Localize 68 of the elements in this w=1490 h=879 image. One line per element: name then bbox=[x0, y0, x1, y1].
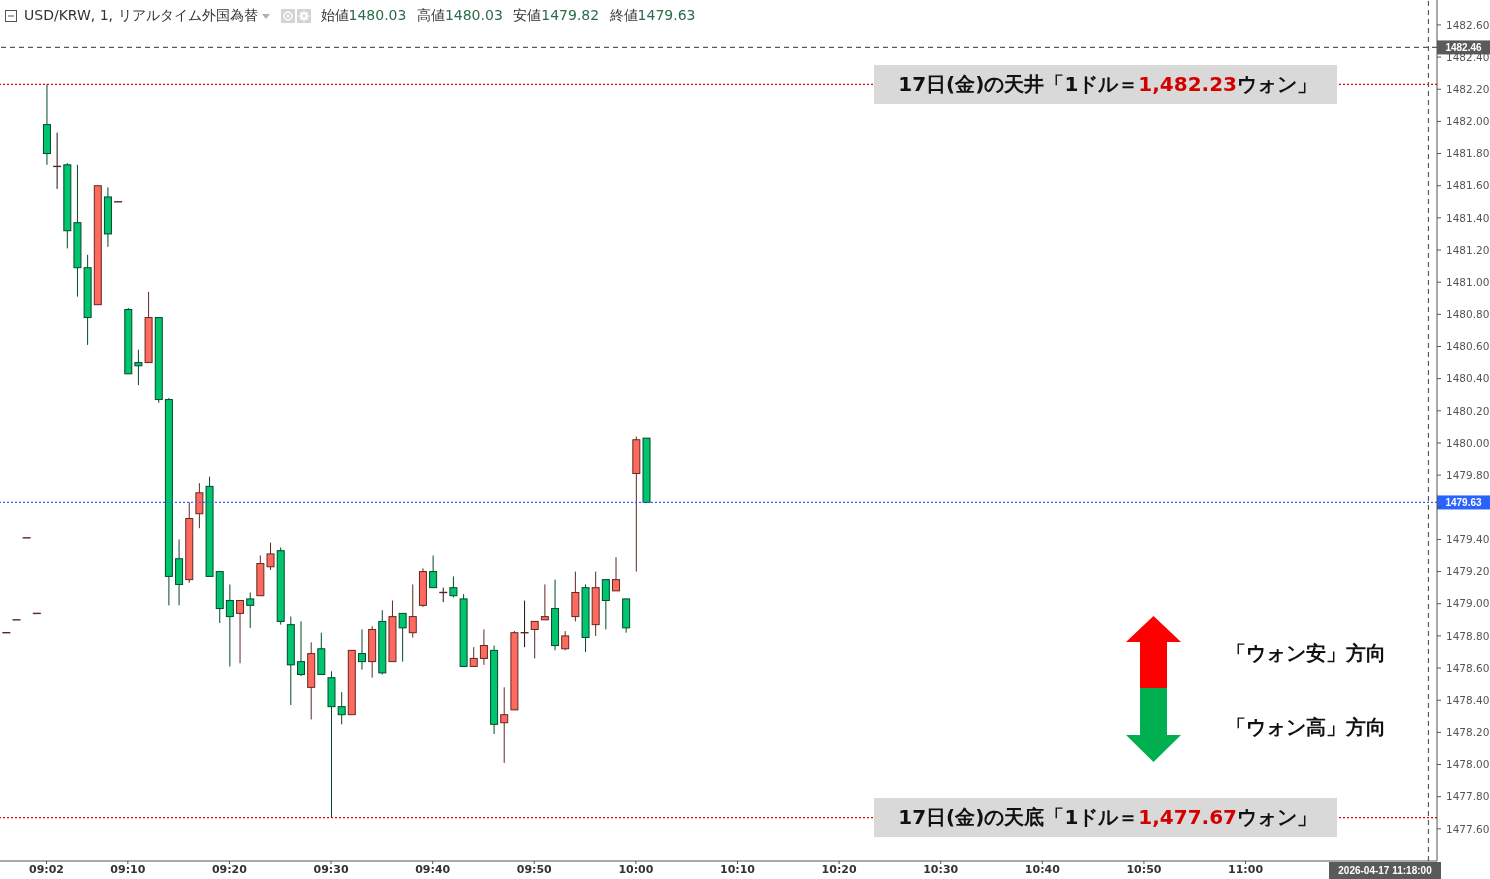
ref-line-label: 1479.63 bbox=[1445, 496, 1483, 508]
candlestick bbox=[225, 583, 234, 667]
y-tick-label: 1479.40 bbox=[1446, 533, 1490, 546]
text: 始値1480.03 高値1480.03 安値1479.82 終値1479.63 bbox=[320, 7, 696, 23]
x-tick-label: 10:50 bbox=[1126, 862, 1162, 876]
candlestick bbox=[408, 583, 417, 639]
candlestick bbox=[469, 646, 478, 667]
y-tick-label: 1480.20 bbox=[1446, 404, 1490, 417]
y-tick-label: 1481.80 bbox=[1446, 147, 1490, 160]
x-tick-label: 10:10 bbox=[720, 862, 756, 876]
x-tick-label: 10:30 bbox=[923, 862, 959, 876]
y-tick-label: 1481.20 bbox=[1446, 243, 1490, 256]
candlestick bbox=[398, 612, 407, 663]
x-tick-label: 09:02 bbox=[29, 862, 65, 876]
x-tick-label: 10:00 bbox=[618, 862, 654, 876]
y-tick-label: 1481.60 bbox=[1446, 179, 1490, 192]
y-tick-label: 1479.20 bbox=[1446, 565, 1490, 578]
candlestick bbox=[540, 583, 549, 621]
y-tick-label: 1481.40 bbox=[1446, 211, 1490, 224]
ref-line-label: 2026-04-17 11:18:00 bbox=[1338, 865, 1433, 876]
x-tick-label: 09:30 bbox=[313, 862, 349, 876]
y-tick-label: 1479.00 bbox=[1446, 597, 1490, 610]
x-tick-label: 09:10 bbox=[110, 862, 146, 876]
candlestick bbox=[357, 628, 366, 671]
candlestick bbox=[449, 575, 458, 598]
y-tick-label: 1482.40 bbox=[1446, 50, 1490, 63]
ref-line-label: 1482.46 bbox=[1445, 41, 1483, 53]
y-tick-label: 1477.60 bbox=[1446, 822, 1490, 835]
candlestick bbox=[236, 600, 245, 664]
y-tick-label: 1478.00 bbox=[1446, 758, 1490, 771]
candlestick bbox=[337, 691, 346, 725]
text: USD/KRW, 1, リアルタイム外国為替 bbox=[24, 7, 258, 25]
candlestick bbox=[530, 620, 539, 659]
y-tick-label: 1480.00 bbox=[1446, 436, 1490, 449]
y-tick-label: 1481.00 bbox=[1446, 275, 1490, 288]
y-tick-label: 1480.40 bbox=[1446, 372, 1490, 385]
y-tick-label: 1478.40 bbox=[1446, 693, 1490, 706]
candlestick bbox=[561, 630, 570, 651]
annotation: 17日(金)の天底「1ドル＝1,477.67ウォン」 bbox=[898, 805, 1317, 830]
x-tick-label: 10:20 bbox=[821, 862, 857, 876]
annotation: 「ウォン安」方向 bbox=[1226, 640, 1386, 666]
x-tick-label: 09:20 bbox=[211, 862, 248, 876]
y-tick-label: 1478.20 bbox=[1446, 726, 1490, 739]
candlestick bbox=[246, 591, 255, 629]
annotation: 17日(金)の天井「1ドル＝1,482.23ウォン」 bbox=[898, 71, 1317, 96]
annotation: 「ウォン高」方向 bbox=[1226, 714, 1386, 740]
candlestick bbox=[134, 349, 143, 386]
candlestick bbox=[266, 542, 275, 571]
candlestick bbox=[612, 556, 621, 592]
candlestick bbox=[195, 482, 204, 529]
candlestick bbox=[429, 555, 438, 589]
y-tick-label: 1478.60 bbox=[1446, 661, 1490, 674]
x-tick-label: 09:40 bbox=[415, 862, 451, 876]
y-tick-label: 1480.80 bbox=[1446, 308, 1490, 321]
x-tick-label: 09:50 bbox=[516, 862, 553, 876]
x-tick-label: 11:00 bbox=[1228, 862, 1264, 876]
y-tick-label: 1482.00 bbox=[1446, 115, 1490, 128]
candlestick bbox=[601, 579, 610, 630]
y-tick-label: 1479.80 bbox=[1446, 468, 1490, 481]
y-tick-label: 1478.80 bbox=[1446, 629, 1490, 642]
y-tick-label: 1482.60 bbox=[1446, 18, 1490, 31]
y-tick-label: 1477.80 bbox=[1446, 790, 1490, 803]
y-tick-label: 1482.20 bbox=[1446, 82, 1490, 95]
x-tick-label: 10:40 bbox=[1024, 862, 1061, 876]
candlestick bbox=[297, 620, 306, 677]
candlestick bbox=[479, 628, 488, 666]
candlestick bbox=[500, 686, 509, 764]
y-tick-label: 1480.60 bbox=[1446, 340, 1490, 353]
